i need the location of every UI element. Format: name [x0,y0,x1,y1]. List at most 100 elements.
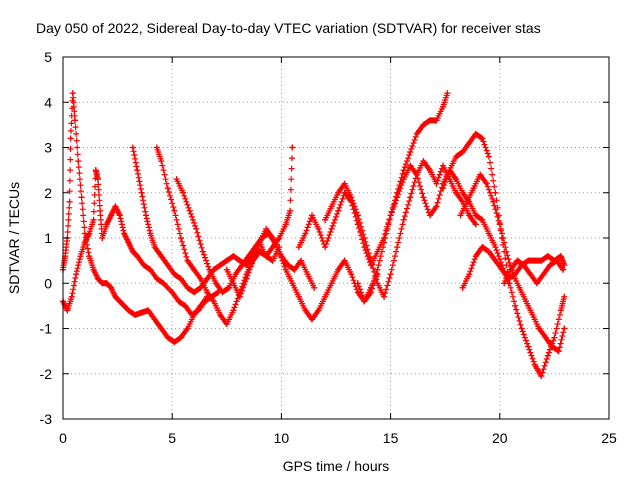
data-point [151,244,158,251]
data-point [335,189,342,196]
data-point [304,271,311,278]
data-point [426,167,433,174]
data-point [348,194,355,201]
data-point [361,298,368,305]
data-point [525,257,532,264]
data-point [140,262,147,269]
data-point [514,257,521,264]
grid-lines [63,57,609,419]
data-point [125,239,132,246]
data-point [78,194,85,201]
data-point [151,316,158,323]
data-point [561,293,568,300]
data-point [472,253,479,260]
data-point [561,325,568,332]
series-arc-9 [354,162,512,305]
data-point [549,343,556,350]
data-point [426,212,433,219]
data-point [245,253,252,260]
data-point [256,239,263,246]
data-point [518,325,525,332]
data-point [472,130,479,137]
data-point [269,235,276,241]
data-point [490,198,497,205]
data-point [472,221,479,228]
data-point [204,275,211,282]
data-point [158,158,165,165]
data-point [184,325,191,332]
series-arc-7 [295,90,451,269]
data-point [153,144,160,151]
data-point [171,339,178,346]
data-point [134,253,141,260]
data-point [160,280,167,287]
data-point [86,253,93,260]
data-point [348,271,355,278]
data-point [94,275,101,282]
data-point [536,325,543,332]
data-point [73,271,80,278]
data-point [394,244,401,251]
data-point [444,90,451,97]
data-point [354,212,361,219]
data-point [551,334,558,341]
data-point [459,284,466,291]
data-point [134,167,141,174]
data-point [69,90,76,97]
data-point [540,271,547,278]
data-point [86,230,93,237]
data-point [472,212,479,219]
data-point [276,235,283,241]
data-point [459,189,466,196]
data-point [129,144,136,151]
data-point [129,248,136,255]
data-point [512,271,519,278]
data-point [542,334,549,341]
data-point [302,230,309,237]
data-point [232,271,239,278]
data-point [77,253,84,260]
data-point [287,207,294,214]
data-point [177,235,184,241]
data-point [284,262,291,269]
y-tick-label: 4 [44,94,52,110]
data-point [217,311,224,318]
data-point [239,262,246,269]
data-point [374,266,381,273]
y-tick-label: 3 [44,140,52,156]
data-point [381,293,388,300]
data-point [322,216,329,223]
data-point [479,135,486,142]
data-point [520,262,527,269]
data-point [367,257,374,264]
data-point [523,298,530,305]
series-arc-11 [457,171,568,355]
data-point [433,117,440,124]
data-point [191,266,198,273]
data-point [555,348,562,355]
data-point [315,307,322,314]
data-point [466,271,473,278]
data-point [322,244,329,251]
data-point [433,180,440,187]
data-point [516,284,523,291]
data-point [322,293,329,300]
data-point [103,280,110,287]
data-point [315,225,322,232]
data-point [230,253,237,260]
data-points [60,90,568,380]
data-point [171,207,178,214]
data-point [440,185,447,192]
data-point [485,230,492,237]
data-point [295,244,302,251]
data-point [94,176,101,183]
data-point [263,225,270,232]
data-point [466,139,473,146]
data-point [394,194,401,201]
data-point [531,257,538,264]
x-tick-label: 5 [168,430,176,446]
y-tick-label: -2 [40,366,53,382]
data-point [193,225,200,232]
data-point [230,280,237,287]
data-point [195,307,202,314]
